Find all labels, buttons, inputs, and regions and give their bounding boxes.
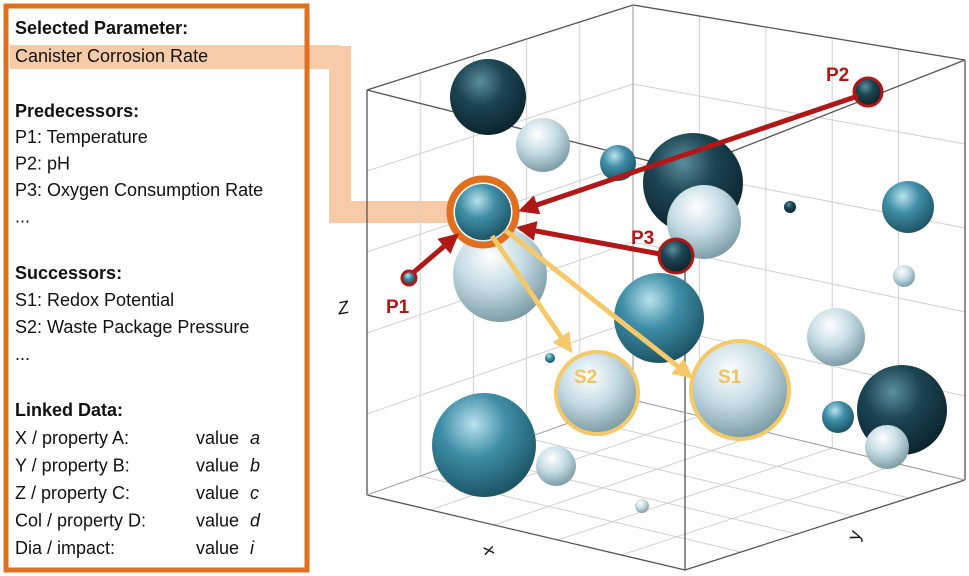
sphere bbox=[614, 273, 704, 363]
arrow bbox=[516, 221, 661, 257]
selected-parameter: Canister Corrosion Rate bbox=[15, 46, 208, 66]
sphere bbox=[855, 79, 881, 105]
linked-variable: i bbox=[250, 538, 255, 558]
sphere-ring bbox=[400, 269, 418, 287]
sphere bbox=[635, 499, 649, 513]
cube-edge bbox=[632, 399, 966, 481]
sphere bbox=[807, 308, 865, 366]
linked-label: Z / property C: bbox=[15, 483, 130, 503]
linked-value: value bbox=[196, 455, 239, 475]
linked-value: value bbox=[196, 510, 239, 530]
grid-line bbox=[526, 437, 854, 517]
list-item: S1: Redox Potential bbox=[15, 290, 174, 310]
sphere bbox=[660, 240, 692, 272]
arrows bbox=[412, 93, 859, 379]
axis-label: x bbox=[479, 544, 500, 556]
sphere bbox=[882, 181, 934, 233]
sphere bbox=[865, 425, 909, 469]
node-label: S2 bbox=[574, 367, 597, 388]
cube-edge bbox=[684, 479, 966, 571]
cube-edge bbox=[366, 4, 634, 91]
sphere bbox=[516, 118, 570, 172]
panel-border bbox=[3, 3, 310, 573]
spheres bbox=[400, 59, 947, 513]
linked-variable: b bbox=[250, 455, 260, 475]
sphere-ring bbox=[852, 76, 884, 108]
panel: Selected Parameter: Canister Corrosion R… bbox=[15, 18, 263, 558]
node-label: P1 bbox=[386, 297, 410, 318]
list-item: P3: Oxygen Consumption Rate bbox=[15, 180, 263, 200]
linked-value: value bbox=[196, 538, 239, 558]
highlight-connector bbox=[329, 46, 448, 223]
node-label: P2 bbox=[826, 65, 849, 86]
cube-edge bbox=[366, 494, 686, 571]
node-label: S1 bbox=[718, 367, 742, 388]
list-item: ... bbox=[15, 344, 30, 364]
sphere bbox=[536, 446, 576, 486]
linked-variable: d bbox=[250, 510, 261, 530]
axis-label: y bbox=[843, 528, 865, 543]
sphere bbox=[557, 353, 637, 433]
arrow bbox=[489, 234, 573, 354]
node-label: P3 bbox=[631, 228, 654, 249]
arrow bbox=[503, 228, 694, 379]
linked-label: Dia / impact: bbox=[15, 538, 115, 558]
linked-variable: a bbox=[250, 428, 260, 448]
grid-line bbox=[557, 447, 833, 541]
list-item: ... bbox=[15, 206, 30, 226]
sphere bbox=[822, 401, 854, 433]
heading: Selected Parameter: bbox=[15, 18, 188, 38]
arrow bbox=[518, 93, 859, 215]
grid-line bbox=[494, 431, 766, 526]
sphere bbox=[450, 59, 526, 135]
heading: Linked Data: bbox=[15, 400, 123, 420]
highlight-band bbox=[10, 45, 340, 69]
list-item: P2: pH bbox=[15, 153, 70, 173]
list-item: S2: Waste Package Pressure bbox=[15, 317, 249, 337]
grid-line bbox=[366, 320, 634, 415]
grid-line bbox=[579, 418, 910, 499]
linked-value: value bbox=[196, 483, 239, 503]
sphere bbox=[893, 265, 915, 287]
heading: Successors: bbox=[15, 263, 122, 283]
cube-edge bbox=[632, 4, 966, 61]
sphere bbox=[545, 353, 555, 363]
arrow bbox=[412, 233, 460, 274]
axis-label: Z bbox=[335, 297, 351, 319]
sphere-ring bbox=[446, 175, 520, 249]
sphere-ring bbox=[554, 350, 640, 436]
sphere bbox=[692, 342, 788, 438]
list-item: P1: Temperature bbox=[15, 127, 148, 147]
heading: Predecessors: bbox=[15, 101, 139, 121]
linked-variable: c bbox=[250, 483, 259, 503]
sphere bbox=[784, 201, 796, 213]
sphere bbox=[432, 393, 536, 497]
sphere bbox=[403, 272, 415, 284]
sphere bbox=[453, 228, 547, 322]
sphere bbox=[455, 184, 511, 240]
sphere-ring bbox=[689, 339, 791, 441]
linked-label: Col / property D: bbox=[15, 510, 146, 530]
linked-value: value bbox=[196, 428, 239, 448]
linked-label: Y / property B: bbox=[15, 455, 130, 475]
grid-line bbox=[621, 463, 899, 556]
linked-label: X / property A: bbox=[15, 428, 129, 448]
